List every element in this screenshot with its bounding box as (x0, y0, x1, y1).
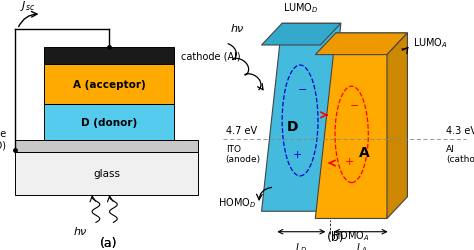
Bar (15, 152, 199, 195)
Text: (a): (a) (100, 236, 118, 249)
Polygon shape (315, 34, 408, 218)
Polygon shape (315, 34, 408, 56)
Text: −: − (349, 101, 359, 111)
Text: A: A (359, 145, 370, 159)
Text: hν: hν (231, 24, 244, 34)
Text: HOMO$_A$: HOMO$_A$ (332, 228, 370, 242)
Text: $L_A$: $L_A$ (356, 240, 367, 250)
Text: D (donor): D (donor) (81, 118, 137, 128)
Text: 4.3 eV: 4.3 eV (446, 126, 474, 136)
Text: −: − (298, 85, 307, 95)
Text: Al
(cathode): Al (cathode) (446, 144, 474, 164)
Text: D: D (287, 119, 298, 133)
Text: A (acceptor): A (acceptor) (73, 80, 146, 90)
Text: (b): (b) (327, 230, 345, 242)
Text: $J_{sc}$: $J_{sc}$ (19, 0, 35, 12)
Text: HOMO$_D$: HOMO$_D$ (219, 195, 256, 209)
Text: anode
(ITO): anode (ITO) (0, 128, 7, 150)
Polygon shape (387, 34, 408, 218)
Text: (a): (a) (100, 236, 118, 249)
Polygon shape (262, 24, 341, 212)
Text: cathode (Al): cathode (Al) (181, 51, 241, 61)
Text: LUMO$_A$: LUMO$_A$ (412, 36, 447, 49)
Bar (44, 105, 174, 140)
Text: glass: glass (93, 169, 120, 179)
Text: $L_D$: $L_D$ (294, 240, 307, 250)
Text: 4.7 eV: 4.7 eV (226, 126, 257, 136)
Bar (15, 140, 199, 152)
Text: LUMO$_D$: LUMO$_D$ (283, 1, 319, 14)
Bar (44, 48, 174, 65)
Polygon shape (262, 24, 341, 46)
Bar (44, 65, 174, 105)
Text: +: + (345, 156, 354, 166)
Text: +: + (293, 150, 302, 160)
Text: ITO
(anode): ITO (anode) (226, 144, 261, 164)
Text: hν: hν (74, 226, 87, 236)
